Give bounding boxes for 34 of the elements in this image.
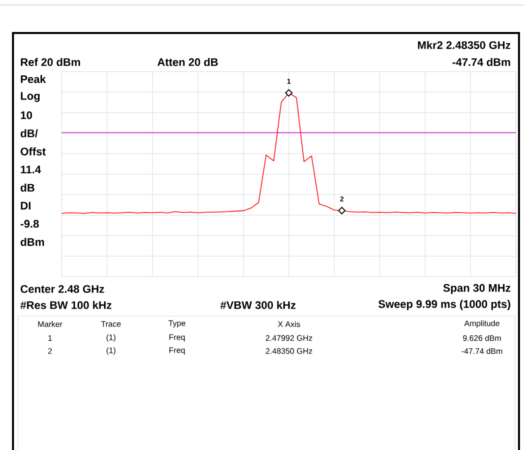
text: -47.74 dBm (462, 348, 502, 354)
text: 1 (48, 335, 52, 341)
text: (1) (106, 347, 116, 355)
text: dB (20, 184, 34, 192)
text: 9.626 dBm (463, 335, 501, 341)
text: DI (20, 202, 30, 210)
text: Freq (169, 347, 185, 355)
text: Freq (169, 334, 185, 342)
text: Trace (101, 321, 121, 327)
text: Amplitude (464, 320, 500, 328)
text: 2 (48, 348, 52, 354)
text: Marker (38, 321, 62, 327)
text: #VBW 300 kHz (220, 300, 296, 310)
text: Span 30 MHz (443, 284, 510, 294)
text: Type (168, 320, 186, 328)
text: -9.8 (20, 220, 39, 228)
text: 10 (20, 111, 32, 120)
text: 2.47992 GHz (266, 335, 312, 341)
text: #Res BW 100 kHz (20, 300, 112, 310)
text: dB/ (20, 129, 38, 138)
text: X Axis (278, 321, 300, 327)
text: Log (20, 92, 40, 102)
text: 11.4 (20, 166, 41, 174)
text: Mkr2 2.48350 GHz (418, 40, 510, 50)
text: 2.48350 GHz (266, 348, 312, 354)
text: Atten 20 dB (157, 58, 218, 66)
text: Ref 20 dBm (20, 58, 80, 66)
text: (1) (106, 334, 116, 342)
text: Offst (20, 147, 46, 156)
text: Peak (20, 74, 46, 84)
text: Sweep 9.99 ms (1000 pts) (378, 300, 510, 310)
text: dBm (20, 238, 44, 246)
text: -47.74 dBm (452, 58, 510, 66)
text: Center 2.48 GHz (20, 285, 104, 293)
